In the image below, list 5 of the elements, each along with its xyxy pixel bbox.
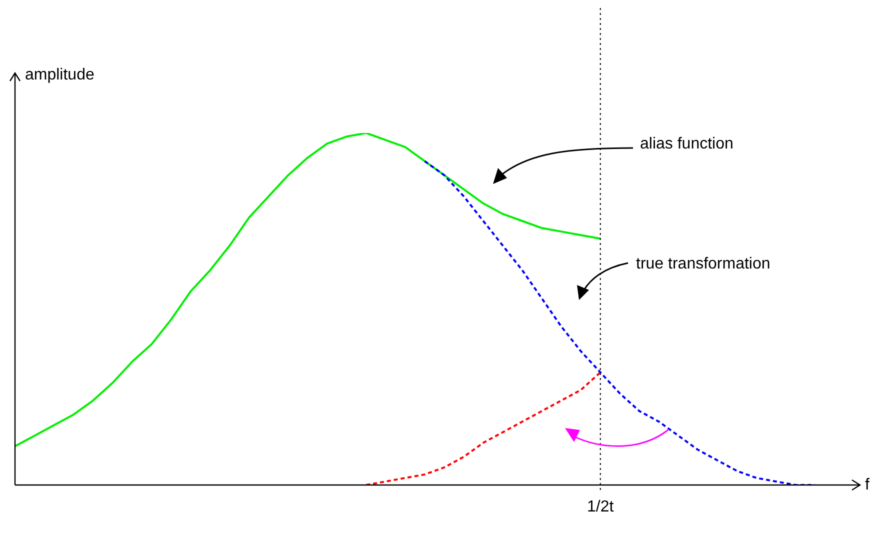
- text: 1/2t: [587, 498, 614, 516]
- annotation: true transformation: [636, 255, 770, 272]
- annotation: alias function: [640, 135, 734, 152]
- y-axis-title: amplitude: [25, 66, 94, 84]
- x-axis-title: f: [865, 476, 870, 494]
